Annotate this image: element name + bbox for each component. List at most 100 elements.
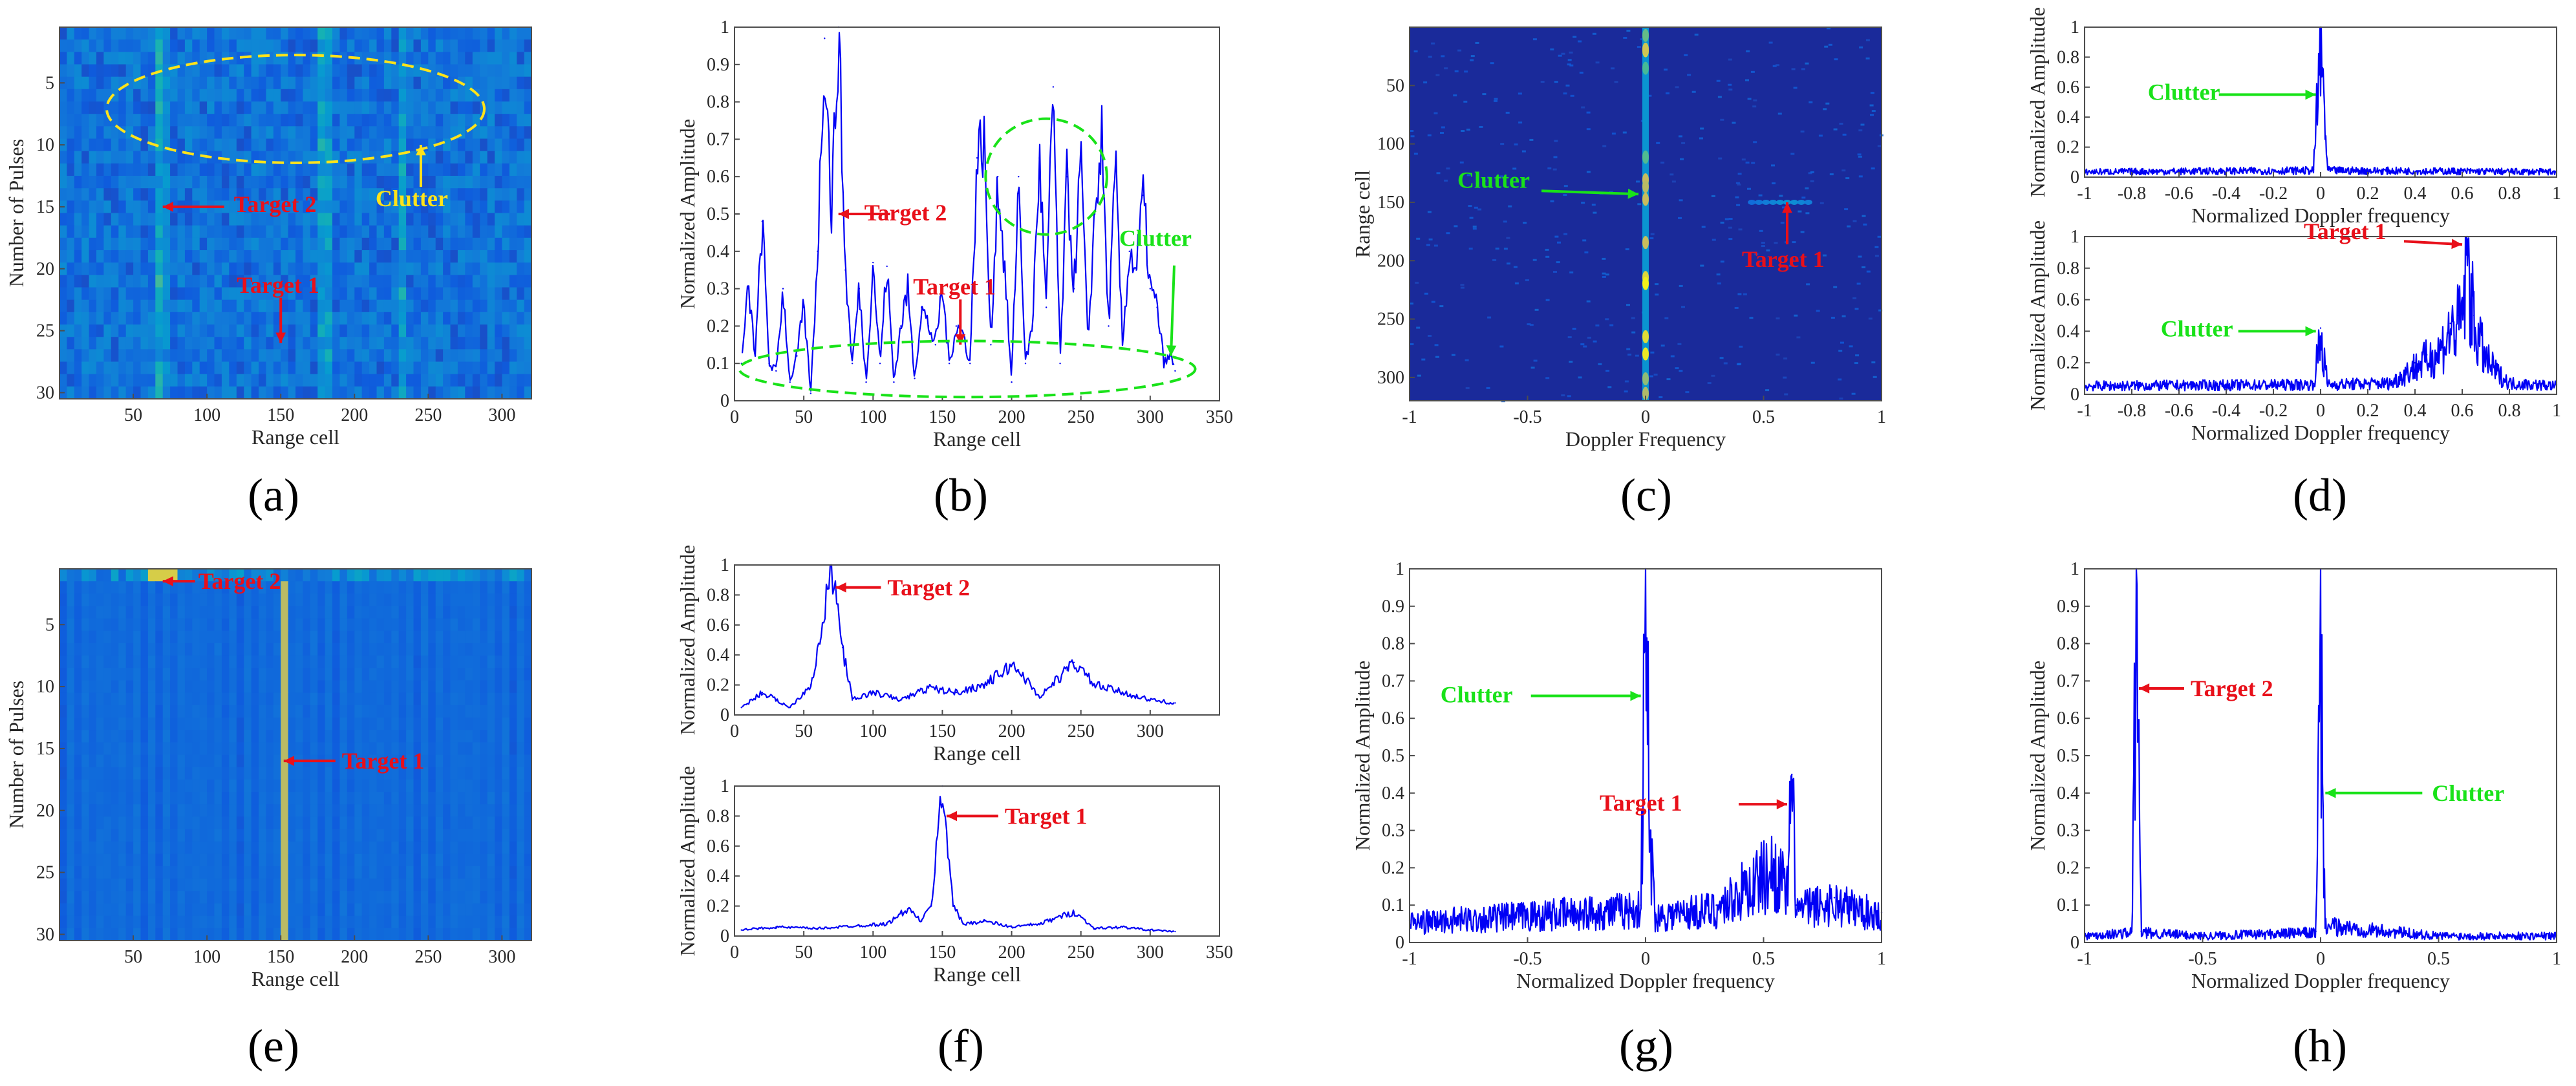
heatmap-cell [472,680,480,694]
heatmap-cell [74,866,82,879]
noise-speckle [1819,202,1824,204]
annotation-arrowhead [946,811,958,822]
noise-speckle [1833,128,1838,131]
heatmap-cell [295,27,303,40]
heatmap-cell [81,349,90,363]
annotation-arrowhead [2325,787,2336,798]
heatmap-cell [420,312,429,325]
heatmap-cell [487,275,495,288]
heatmap-cell [303,188,311,201]
heatmap-cell [457,718,466,730]
heatmap-cell [347,593,355,607]
heatmap-cell [457,866,466,879]
heatmap-cell [317,928,326,941]
x-axis-label: Range cell [933,963,1021,986]
heatmap-cell [251,891,259,904]
data-point [1156,306,1158,308]
y-tick-label: 0 [2070,167,2079,187]
heatmap-cell [420,754,429,768]
heatmap-cell [457,779,466,793]
heatmap-cell [310,312,318,325]
heatmap-cell [487,101,495,114]
heatmap-cell [281,829,289,842]
heatmap-cell [303,361,311,375]
y-tick-label: 0.1 [2057,895,2079,915]
heatmap-cell [192,742,200,756]
panel-label: (h) [2293,1020,2347,1072]
heatmap-cell [435,101,444,114]
y-tick-label: 5 [45,615,54,635]
heatmap-cell [236,928,244,941]
heatmap-cell [295,891,303,904]
heatmap-cell [361,754,370,768]
heatmap-cell [325,792,333,805]
heatmap-cell [259,126,266,140]
heatmap-cell [413,250,422,263]
heatmap-cell [89,126,97,140]
heatmap-cell [480,200,488,214]
heatmap-cell [443,299,451,313]
heatmap-cell [391,176,400,189]
heatmap-cell [398,754,407,768]
heatmap-cell [59,643,67,656]
heatmap-cell [184,915,193,929]
data-point [1066,176,1068,178]
heatmap-cell [428,299,436,313]
heatmap-cell [509,705,517,718]
heatmap-cell [369,853,378,867]
heatmap-cell [443,730,451,743]
heatmap-cell [140,816,149,830]
heatmap-cell [155,52,164,65]
heatmap-cell [383,325,392,337]
heatmap-cell [369,213,378,226]
annotation-arrowhead [283,756,294,766]
heatmap-cell [450,361,458,375]
heatmap-cell [170,225,178,239]
heatmap-cell [103,138,112,152]
heatmap-cell [457,730,466,743]
data-point [1115,168,1117,170]
heatmap-cell [111,816,119,830]
heatmap-cell [133,680,142,694]
heatmap-cell [480,262,488,275]
heatmap-cell [310,792,318,805]
heatmap-cell [317,374,326,387]
heatmap-cell [81,163,90,176]
heatmap-cell [420,878,429,891]
heatmap-cell [354,76,363,90]
heatmap-cell [502,138,510,152]
heatmap-cell [67,630,75,644]
heatmap-cell [509,386,517,399]
heatmap-cell [413,692,422,706]
heatmap-cell [413,325,422,337]
heatmap-cell [347,680,355,694]
heatmap-cell [266,325,274,337]
heatmap-cell [155,866,164,879]
heatmap-cell [435,754,444,768]
heatmap-cell [103,213,112,226]
heatmap-cell [59,349,67,363]
heatmap-cell [251,668,259,681]
heatmap-cell [133,64,142,78]
heatmap-cell [295,792,303,805]
heatmap-cell [420,618,429,632]
heatmap-cell [369,225,378,239]
heatmap-cell [391,287,400,301]
clutter-ridge-peak [1642,61,1649,75]
series-line [2083,235,2558,392]
noise-speckle [1852,220,1857,222]
heatmap-cell [221,337,230,350]
heatmap-cell [251,655,259,668]
heatmap-cell [170,630,178,644]
heatmap-cell [487,903,495,917]
heatmap-cell [524,76,532,90]
heatmap-cell [472,374,480,387]
heatmap-cell [259,655,266,668]
x-tick-label: 0.5 [1752,949,1775,969]
noise-speckle [1679,284,1683,287]
heatmap-cell [347,903,355,917]
heatmap-cell [450,668,458,681]
heatmap-cell [428,361,436,375]
y-tick-label: 0 [2070,933,2079,953]
heatmap-cell [214,779,222,793]
